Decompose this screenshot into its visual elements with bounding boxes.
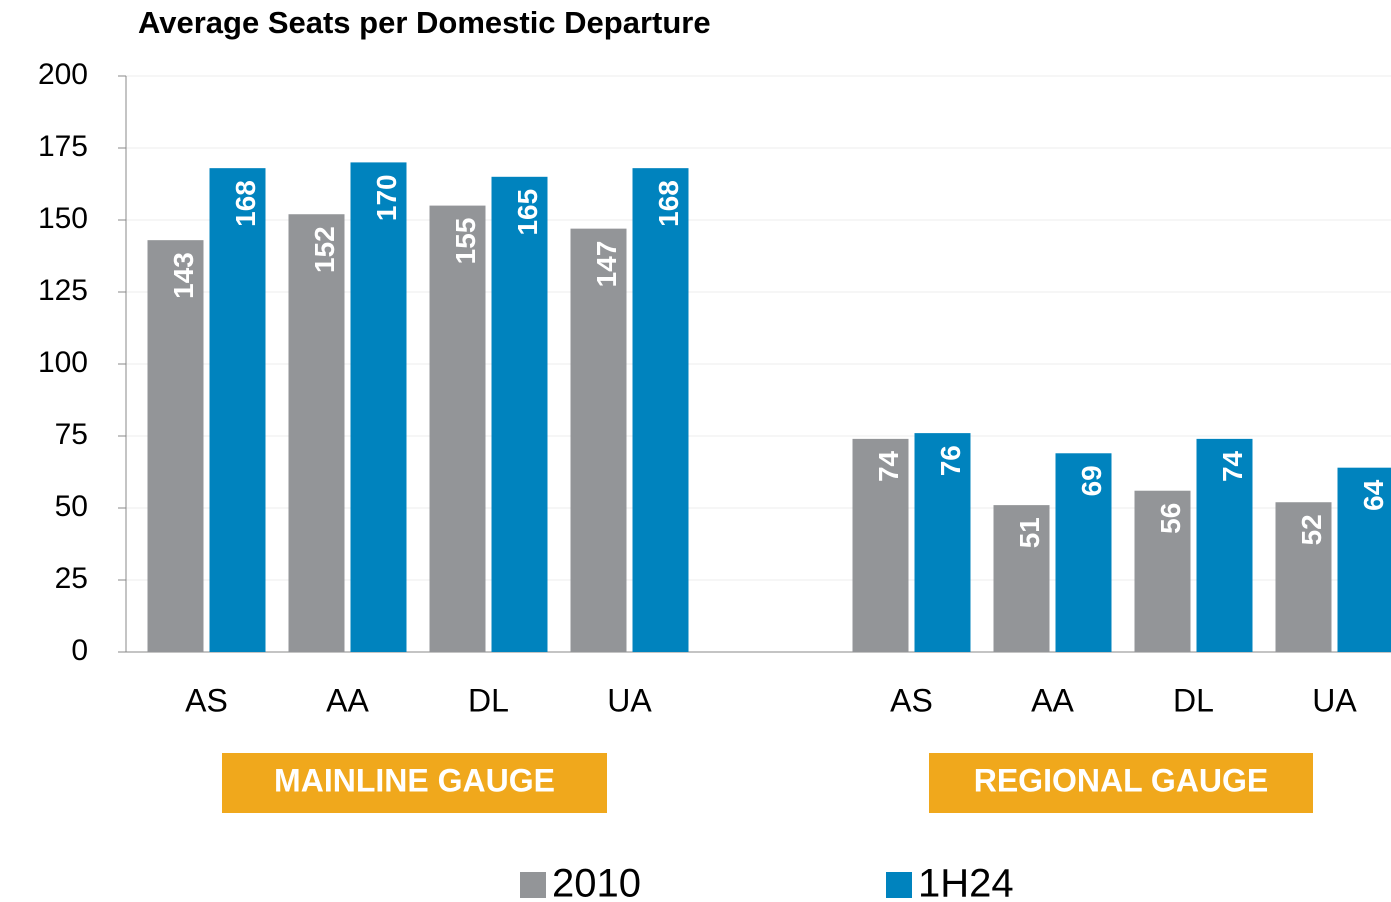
value-label: 170	[371, 174, 402, 221]
bar	[914, 433, 971, 652]
bar	[1055, 453, 1112, 652]
y-tick-label: 175	[38, 130, 88, 163]
y-tick-label: 200	[38, 58, 88, 91]
value-label: 69	[1076, 465, 1107, 496]
y-tick-label: 50	[55, 490, 88, 523]
value-label: 143	[168, 252, 199, 299]
x-tick-label: DL	[1173, 682, 1214, 718]
y-tick-label: 25	[55, 562, 88, 595]
x-tick-label: DL	[468, 682, 509, 718]
legend-swatch	[520, 872, 546, 898]
x-tick-label: AS	[890, 682, 933, 718]
bar	[570, 228, 627, 652]
x-tick-label: UA	[1312, 682, 1357, 718]
value-label: 152	[309, 226, 340, 273]
bar	[1337, 467, 1391, 652]
group-label-box	[222, 753, 607, 813]
bar	[147, 240, 204, 652]
y-tick-label: 150	[38, 202, 88, 235]
value-label: 76	[935, 445, 966, 476]
value-label: 64	[1358, 479, 1389, 511]
bar	[209, 168, 266, 652]
group-label: REGIONAL GAUGE	[974, 762, 1269, 798]
value-label: 147	[591, 241, 622, 288]
value-label: 74	[873, 450, 904, 482]
bar	[1196, 438, 1253, 652]
legend-swatch	[886, 872, 912, 898]
value-label: 155	[450, 218, 481, 265]
legend-label: 2010	[552, 862, 641, 902]
x-tick-label: UA	[607, 682, 652, 718]
x-tick-label: AA	[1031, 682, 1074, 718]
value-label: 168	[230, 180, 261, 227]
bar	[632, 168, 689, 652]
x-tick-label: AA	[326, 682, 369, 718]
y-tick-label: 0	[71, 634, 88, 667]
value-label: 56	[1155, 503, 1186, 534]
bar	[1134, 490, 1191, 652]
group-label-box	[929, 753, 1313, 813]
x-tick-label: AS	[185, 682, 228, 718]
bar	[429, 205, 486, 652]
value-label: 168	[653, 180, 684, 227]
value-label: 51	[1014, 517, 1045, 548]
y-tick-label: 100	[38, 346, 88, 379]
value-label: 165	[512, 189, 543, 236]
bar	[852, 438, 909, 652]
value-label: 74	[1217, 450, 1248, 482]
bar	[288, 214, 345, 653]
bar	[1275, 502, 1332, 652]
bar	[350, 162, 407, 652]
value-label: 52	[1296, 514, 1327, 545]
bar	[993, 505, 1050, 652]
y-tick-label: 75	[55, 418, 88, 451]
legend-label: 1H24	[918, 862, 1014, 902]
chart-title: Average Seats per Domestic Departure	[138, 5, 711, 40]
y-tick-label: 125	[38, 274, 88, 307]
bar	[491, 176, 548, 653]
group-label: MAINLINE GAUGE	[274, 762, 555, 798]
